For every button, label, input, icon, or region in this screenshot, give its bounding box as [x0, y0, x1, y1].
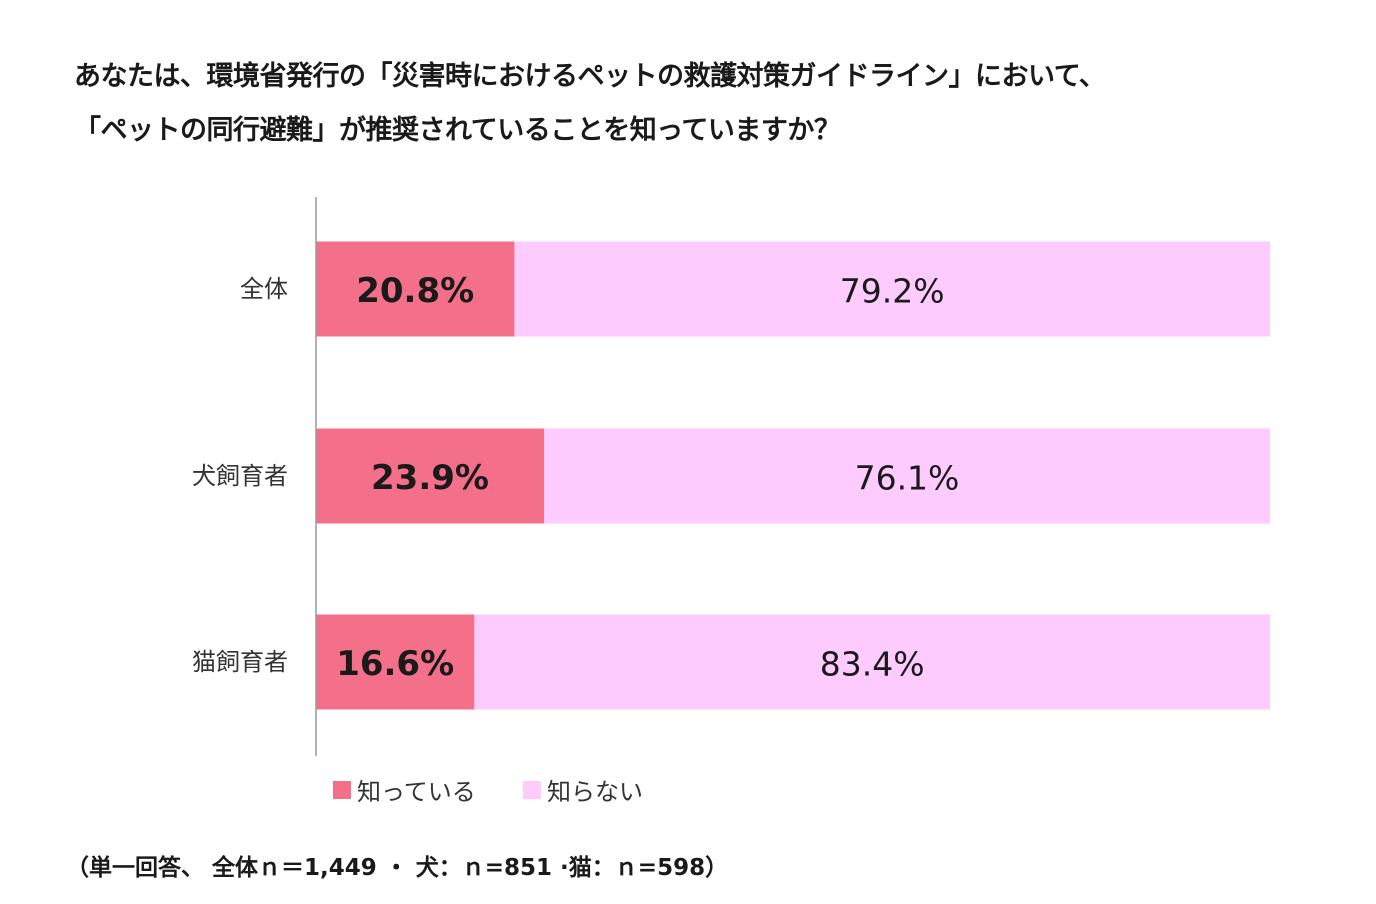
- sample-size-footnote: （単一回答、 全体ｎ＝1,449 ・ 犬：ｎ=851 ·猫：ｎ=598）: [66, 848, 728, 882]
- data-label-unknown: 76.1%: [855, 459, 960, 498]
- data-label-unknown: 79.2%: [840, 272, 945, 311]
- legend-swatch-unknown: [523, 781, 541, 799]
- data-label-known: 20.8%: [356, 271, 474, 311]
- data-label-known: 16.6%: [336, 644, 454, 684]
- category-label: 全体: [240, 275, 288, 303]
- legend-label-known: 知っている: [357, 772, 476, 807]
- legend-item-unknown: 知らない: [523, 772, 643, 807]
- legend-item-known: 知っている: [333, 772, 476, 807]
- legend-label-unknown: 知らない: [547, 772, 643, 807]
- data-label-unknown: 83.4%: [820, 645, 925, 684]
- data-label-known: 23.9%: [371, 458, 489, 498]
- category-label: 猫飼育者: [192, 648, 288, 676]
- category-label: 犬飼育者: [192, 462, 288, 490]
- legend-swatch-known: [333, 781, 351, 799]
